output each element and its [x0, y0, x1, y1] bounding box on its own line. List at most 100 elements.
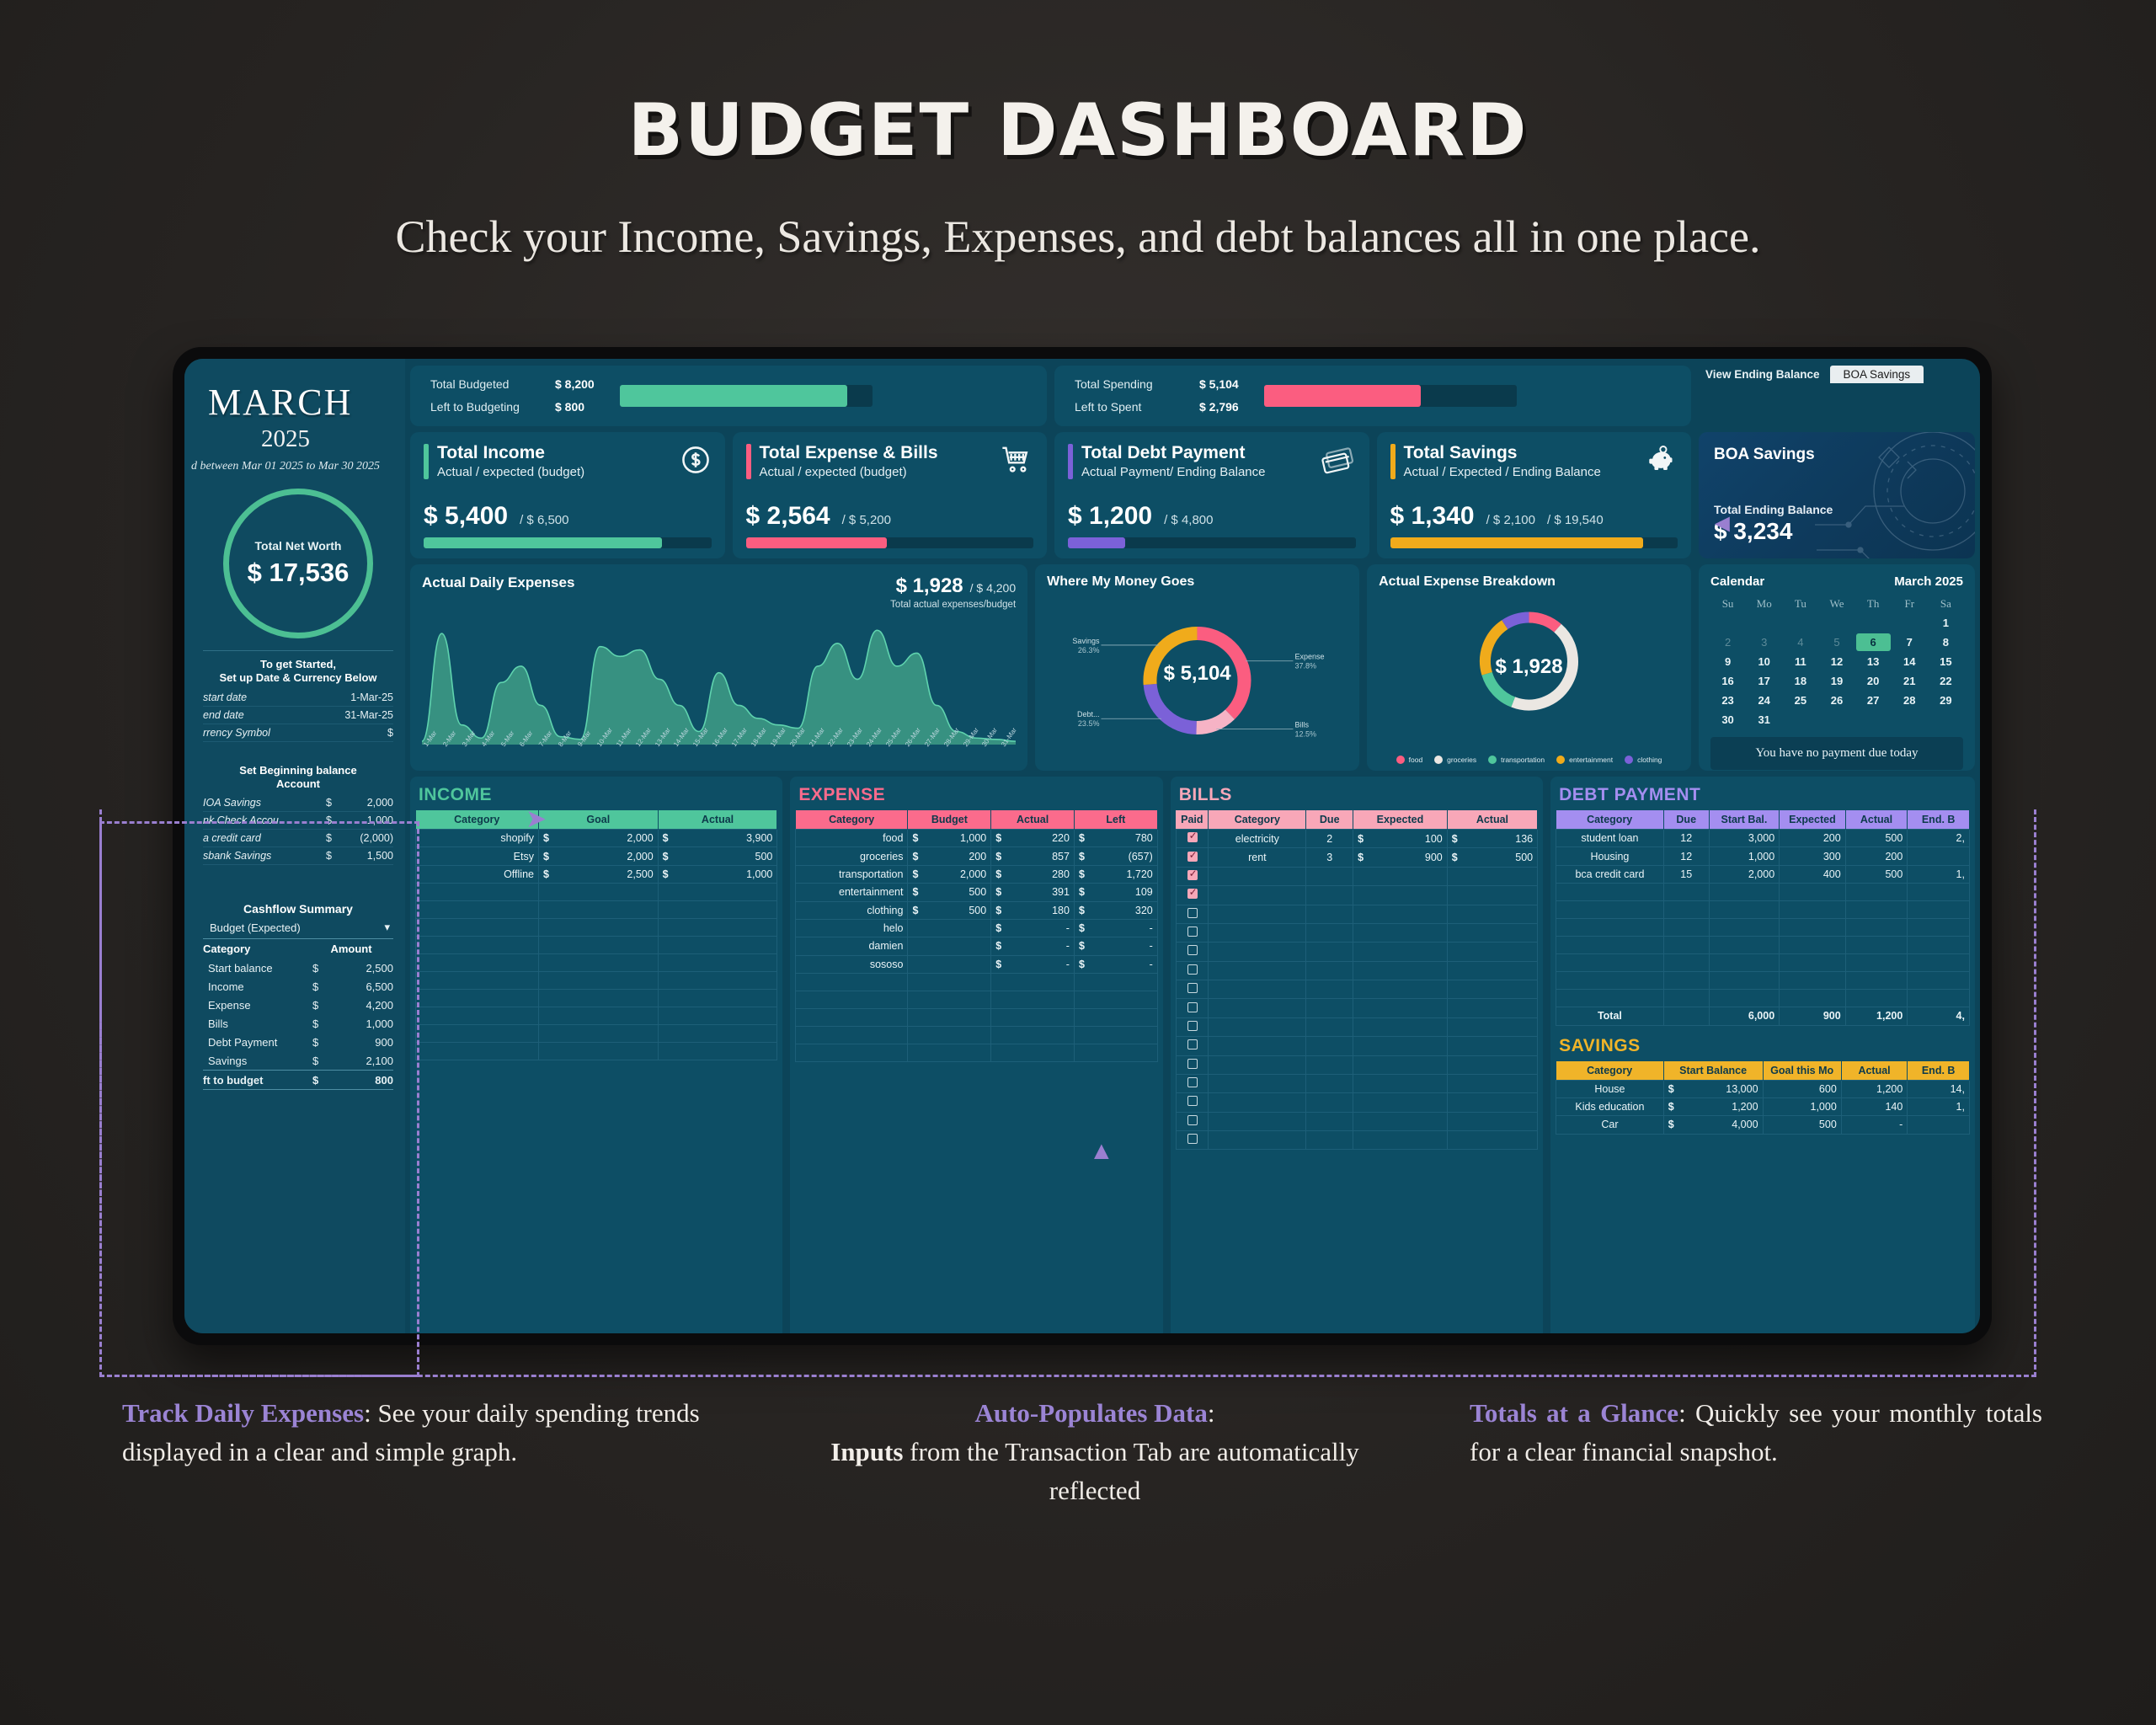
- calendar-grid[interactable]: Su Mo Tu We Th Fr Sa 1 2 3 4 5 6 7 8 9 10 11 12 13 14 15 16 17 1…: [1710, 595, 1963, 729]
- calendar-day[interactable]: 5: [1833, 636, 1840, 649]
- paid-checkbox[interactable]: [1187, 1077, 1198, 1088]
- table-row[interactable]: sososo $ - $ -: [795, 954, 1158, 975]
- table-row-empty[interactable]: [1175, 1073, 1539, 1094]
- calendar-day[interactable]: 21: [1903, 675, 1916, 687]
- calendar-day[interactable]: 4: [1797, 636, 1804, 649]
- paid-checkbox[interactable]: [1187, 964, 1198, 975]
- table-row-empty[interactable]: [415, 953, 778, 973]
- calendar-day[interactable]: 25: [1794, 694, 1807, 707]
- table-row-empty[interactable]: [1556, 989, 1970, 1008]
- table-row-empty[interactable]: [1175, 904, 1539, 924]
- calendar-day[interactable]: 9: [1724, 655, 1732, 668]
- table-row[interactable]: bca credit card 15 2,000 400 500 1,: [1556, 864, 1970, 884]
- paid-checkbox[interactable]: [1187, 830, 1198, 843]
- calendar-day[interactable]: 13: [1866, 655, 1880, 668]
- calendar-day[interactable]: 16: [1721, 675, 1734, 687]
- calendar-day[interactable]: 28: [1903, 694, 1916, 707]
- calendar-day[interactable]: 8: [1942, 636, 1950, 649]
- tab-boa-savings[interactable]: BOA Savings: [1829, 366, 1924, 383]
- table-row-empty[interactable]: [795, 1008, 1158, 1027]
- table-row[interactable]: helo $ - $ -: [795, 918, 1158, 938]
- paid-checkbox[interactable]: [1187, 1114, 1198, 1125]
- setup-row[interactable]: end date 31-Mar-25: [203, 707, 393, 724]
- table-row[interactable]: Car $4,000 500-: [1556, 1115, 1970, 1135]
- table-row-empty[interactable]: [795, 1044, 1158, 1062]
- calendar-day[interactable]: 6: [1855, 633, 1891, 651]
- calendar-day[interactable]: 18: [1794, 675, 1807, 687]
- paid-checkbox[interactable]: [1187, 868, 1198, 880]
- table-row-empty[interactable]: [1175, 998, 1539, 1018]
- table-row-empty[interactable]: [1175, 1036, 1539, 1056]
- table-row[interactable]: shopify $2,000 $3,900: [415, 828, 778, 848]
- table-row-empty[interactable]: [795, 1026, 1158, 1044]
- table-row-empty[interactable]: [1175, 1130, 1539, 1151]
- paid-checkbox[interactable]: [1187, 1058, 1198, 1069]
- table-row-empty[interactable]: [795, 973, 1158, 991]
- calendar-day[interactable]: 23: [1721, 694, 1734, 707]
- calendar-day[interactable]: 14: [1903, 655, 1916, 668]
- table-row-empty[interactable]: [1175, 960, 1539, 981]
- account-amount[interactable]: 2,000: [366, 797, 393, 809]
- calendar-day[interactable]: 15: [1940, 655, 1952, 668]
- calendar-day[interactable]: 22: [1940, 675, 1952, 687]
- table-row-empty[interactable]: [1175, 1055, 1539, 1075]
- paid-checkbox[interactable]: [1187, 945, 1198, 956]
- paid-checkbox[interactable]: [1187, 907, 1198, 918]
- calendar-day[interactable]: 12: [1830, 655, 1844, 668]
- calendar-day[interactable]: 19: [1830, 675, 1844, 687]
- table-row-empty[interactable]: [415, 971, 778, 991]
- paid-checkbox[interactable]: [1187, 927, 1198, 937]
- table-row[interactable]: damien $ - $ -: [795, 937, 1158, 956]
- account-amount[interactable]: 1,500: [366, 850, 393, 862]
- table-row-empty[interactable]: [415, 900, 778, 920]
- chevron-down-icon[interactable]: ▾: [384, 921, 390, 933]
- setup-value[interactable]: 1-Mar-25: [350, 691, 393, 703]
- calendar-day[interactable]: 27: [1866, 694, 1880, 707]
- table-row[interactable]: [1175, 885, 1539, 905]
- table-row-empty[interactable]: [1556, 918, 1970, 937]
- calendar-day[interactable]: 26: [1830, 694, 1844, 707]
- table-row-empty[interactable]: [415, 936, 778, 955]
- paid-checkbox[interactable]: [1187, 849, 1198, 862]
- table-row-empty[interactable]: [795, 991, 1158, 1009]
- table-row[interactable]: transportation $2,000 $280 $1,720: [795, 864, 1158, 884]
- paid-checkbox[interactable]: [1187, 1039, 1198, 1050]
- table-row-empty[interactable]: [1175, 942, 1539, 962]
- table-row[interactable]: groceries $200 $857 $ (657): [795, 846, 1158, 866]
- table-row[interactable]: Housing 12 1,000 300 200: [1556, 846, 1970, 866]
- paid-checkbox[interactable]: [1187, 1001, 1198, 1012]
- paid-checkbox[interactable]: [1187, 1096, 1198, 1107]
- calendar-day[interactable]: 3: [1761, 636, 1768, 649]
- calendar-day[interactable]: 2: [1724, 636, 1732, 649]
- table-row-empty[interactable]: [1175, 922, 1539, 943]
- calendar-day[interactable]: 20: [1866, 675, 1880, 687]
- setup-row[interactable]: rrency Symbol $: [203, 724, 393, 742]
- table-row-empty[interactable]: [1556, 936, 1970, 955]
- table-row-empty[interactable]: [415, 1042, 778, 1061]
- paid-checkbox[interactable]: [1187, 983, 1198, 994]
- calendar-day[interactable]: 10: [1758, 655, 1770, 668]
- table-row[interactable]: food $1,000 $220 $780: [795, 828, 1158, 848]
- account-row[interactable]: IOA Savings $ 2,000: [203, 794, 393, 812]
- setup-row[interactable]: start date 1-Mar-25: [203, 689, 393, 707]
- calendar-day[interactable]: 31: [1758, 713, 1770, 726]
- account-row[interactable]: sbank Savings $ 1,500: [203, 847, 393, 865]
- setup-value[interactable]: $: [387, 726, 393, 739]
- calendar-day[interactable]: 24: [1758, 694, 1770, 707]
- account-amount[interactable]: (2,000): [360, 832, 393, 844]
- paid-checkbox[interactable]: [1187, 887, 1198, 900]
- calendar-day[interactable]: 17: [1758, 675, 1770, 687]
- table-row[interactable]: Offline $2,500 $1,000: [415, 864, 778, 884]
- calendar-day[interactable]: 29: [1940, 694, 1952, 707]
- setup-value[interactable]: 31-Mar-25: [344, 708, 393, 721]
- cashflow-selector[interactable]: Budget (Expected) ▾: [203, 916, 393, 939]
- calendar-day[interactable]: 11: [1794, 655, 1806, 668]
- paid-checkbox[interactable]: [1187, 1020, 1198, 1031]
- calendar-day[interactable]: 30: [1721, 713, 1734, 726]
- calendar-day[interactable]: 7: [1906, 636, 1913, 649]
- paid-checkbox[interactable]: [1187, 1134, 1198, 1145]
- account-row[interactable]: a credit card $ (2,000): [203, 830, 393, 847]
- calendar-day[interactable]: 1: [1942, 617, 1950, 629]
